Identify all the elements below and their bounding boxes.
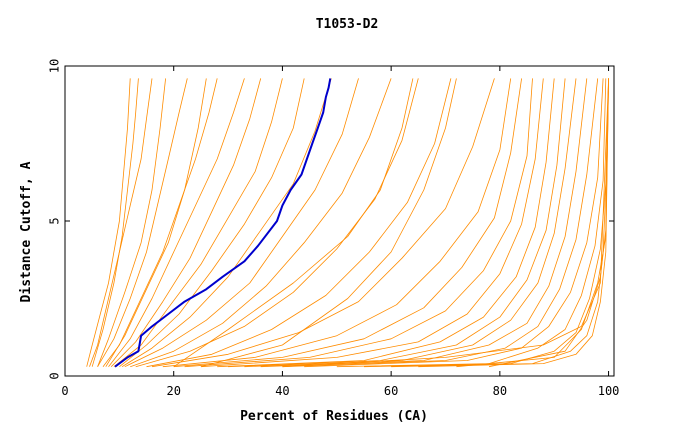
model-curve (184, 78, 533, 368)
model-curve (418, 78, 609, 368)
model-curve (456, 78, 609, 368)
model-curve (124, 78, 359, 368)
model-curve (110, 78, 262, 367)
model-curve (363, 78, 609, 368)
model-curve (97, 78, 188, 367)
x-tick-label: 40 (275, 384, 289, 398)
model-curve (228, 78, 566, 368)
x-tick-label: 100 (598, 384, 620, 398)
model-curve (244, 78, 577, 368)
x-axis-label: Percent of Residues (CA) (240, 409, 428, 424)
model-curve (282, 78, 609, 368)
model-curve (108, 78, 245, 367)
model-curve (97, 78, 166, 367)
highlight-layer (114, 78, 332, 368)
y-tick-label: 5 (48, 217, 62, 224)
model-curve (119, 78, 305, 368)
highlight-curve (114, 78, 332, 368)
model-curve (200, 78, 544, 368)
y-axis-label: Distance Cutoff, A (19, 161, 34, 302)
model-curve (135, 78, 419, 368)
model-curve (282, 78, 599, 368)
model-curve (162, 78, 512, 368)
series-layer (86, 78, 609, 368)
y-axis-ticks: 0 5 10 (48, 59, 614, 380)
y-tick-label: 0 (48, 372, 62, 379)
model-curve (336, 78, 607, 368)
model-curve (173, 78, 522, 368)
model-curve (102, 78, 218, 367)
chart-title: T1053-D2 (316, 17, 379, 32)
model-curve (304, 78, 604, 368)
model-curve (173, 78, 414, 368)
x-axis-ticks: 0 20 40 60 80 100 (61, 66, 619, 398)
model-curve (200, 78, 457, 368)
x-tick-label: 0 (61, 384, 68, 398)
model-curve (260, 78, 588, 368)
model-curve (217, 78, 555, 368)
model-curve (89, 78, 153, 367)
x-tick-label: 80 (493, 384, 507, 398)
model-curve (488, 78, 609, 368)
model-curve (146, 78, 452, 368)
model-curve (91, 78, 139, 367)
model-curve (105, 78, 207, 367)
model-curve (113, 78, 283, 368)
model-curve (391, 78, 609, 368)
model-curve (121, 78, 332, 368)
model-curve (86, 78, 131, 367)
y-tick-label: 10 (48, 59, 62, 73)
model-curve (130, 78, 392, 368)
x-tick-label: 60 (384, 384, 398, 398)
model-curve (151, 78, 495, 368)
x-tick-label: 20 (166, 384, 180, 398)
